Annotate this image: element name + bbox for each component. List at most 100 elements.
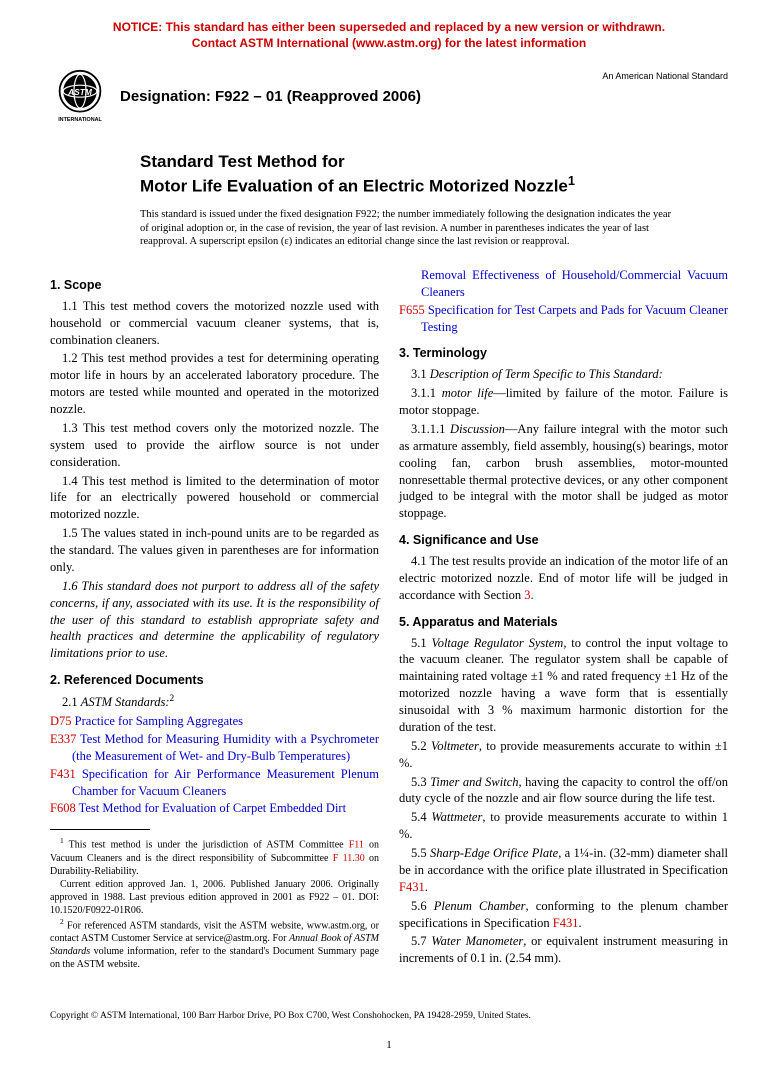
fn1-committee[interactable]: F11 bbox=[349, 840, 364, 851]
footnote-1: 1 This test method is under the jurisdic… bbox=[50, 836, 379, 877]
header-row: ASTM INTERNATIONAL Designation: F922 – 0… bbox=[50, 66, 728, 126]
right-column: Removal Effectiveness of Household/Comme… bbox=[399, 267, 728, 971]
ref-title: Specification for Air Performance Measur… bbox=[72, 767, 379, 798]
para-2-1-num: 2.1 bbox=[62, 695, 81, 709]
p56d[interactable]: F431 bbox=[553, 916, 579, 930]
p53b: Timer and Switch bbox=[430, 775, 518, 789]
p55d[interactable]: F431 bbox=[399, 880, 425, 894]
standard-title: Standard Test Method for Motor Life Eval… bbox=[140, 151, 680, 198]
fn1-subcommittee[interactable]: F 11.30 bbox=[333, 853, 365, 864]
ref-code: F655 bbox=[399, 303, 425, 317]
para-5-7: 5.7 Water Manometer, or equivalent instr… bbox=[399, 933, 728, 967]
p55e: . bbox=[425, 880, 428, 894]
ref-title: Removal Effectiveness of Household/Comme… bbox=[421, 268, 728, 299]
para-5-2: 5.2 Voltmeter, to provide measurements a… bbox=[399, 738, 728, 772]
p31a: 3.1 bbox=[411, 367, 430, 381]
ref-d75[interactable]: D75 Practice for Sampling Aggregates bbox=[50, 713, 379, 730]
section-3-heading: 3. Terminology bbox=[399, 345, 728, 362]
p3111c: —Any failure integral with the motor suc… bbox=[399, 422, 728, 520]
para-3-1: 3.1 Description of Term Specific to This… bbox=[399, 366, 728, 383]
ref-code: D75 bbox=[50, 714, 72, 728]
ref-code: E337 bbox=[50, 732, 76, 746]
title-line1: Standard Test Method for bbox=[140, 152, 345, 171]
p56a: 5.6 bbox=[411, 899, 434, 913]
ref-title: Practice for Sampling Aggregates bbox=[75, 714, 243, 728]
p51c: , to control the input voltage to the va… bbox=[399, 636, 728, 734]
ref-e337[interactable]: E337 Test Method for Measuring Humidity … bbox=[50, 731, 379, 765]
copyright-line: Copyright © ASTM International, 100 Barr… bbox=[50, 1011, 728, 1021]
para-4-1: 4.1 The test results provide an indicati… bbox=[399, 553, 728, 604]
ref-title: Specification for Test Carpets and Pads … bbox=[421, 303, 728, 334]
notice-line1: NOTICE: This standard has either been su… bbox=[113, 20, 665, 34]
para-3-1-1: 3.1.1 motor life—limited by failure of t… bbox=[399, 385, 728, 419]
section-1-heading: 1. Scope bbox=[50, 277, 379, 294]
american-national-standard: An American National Standard bbox=[602, 71, 728, 81]
two-column-body: 1. Scope 1.1 This test method covers the… bbox=[50, 267, 728, 971]
page: NOTICE: This standard has either been su… bbox=[0, 0, 778, 1081]
p41c: . bbox=[531, 588, 534, 602]
p31b: Description of Term Specific to This Sta… bbox=[430, 367, 663, 381]
para-3-1-1-1: 3.1.1.1 Discussion—Any failure integral … bbox=[399, 421, 728, 522]
para-1-2: 1.2 This test method provides a test for… bbox=[50, 350, 379, 418]
notice-line2: Contact ASTM International (www.astm.org… bbox=[192, 36, 586, 50]
p54a: 5.4 bbox=[411, 810, 431, 824]
p57b: Water Manometer bbox=[431, 934, 523, 948]
ref-f655[interactable]: F655 Specification for Test Carpets and … bbox=[399, 302, 728, 336]
notice-banner: NOTICE: This standard has either been su… bbox=[50, 20, 728, 51]
p51a: 5.1 bbox=[411, 636, 431, 650]
fn2-d: volume information, refer to the standar… bbox=[50, 946, 379, 970]
p52a: 5.2 bbox=[411, 739, 431, 753]
ref-title: Test Method for Measuring Humidity with … bbox=[72, 732, 379, 763]
svg-text:INTERNATIONAL: INTERNATIONAL bbox=[58, 117, 102, 123]
footnote-2: 2 For referenced ASTM standards, visit t… bbox=[50, 917, 379, 971]
section-5-heading: 5. Apparatus and Materials bbox=[399, 614, 728, 631]
para-2-1: 2.1 ASTM Standards:2 bbox=[50, 693, 379, 711]
fn1-b: This test method is under the jurisdicti… bbox=[64, 840, 349, 851]
para-5-1: 5.1 Voltage Regulator System, to control… bbox=[399, 635, 728, 736]
p51b: Voltage Regulator System bbox=[431, 636, 563, 650]
p311b: motor life bbox=[442, 386, 494, 400]
ref-code: F431 bbox=[50, 767, 76, 781]
para-1-6: 1.6 This standard does not purport to ad… bbox=[50, 578, 379, 662]
p55b: Sharp-Edge Orifice Plate bbox=[430, 846, 558, 860]
logo-block: ASTM INTERNATIONAL Designation: F922 – 0… bbox=[50, 66, 421, 126]
para-1-4: 1.4 This test method is limited to the d… bbox=[50, 473, 379, 524]
para-5-6: 5.6 Plenum Chamber, conforming to the pl… bbox=[399, 898, 728, 932]
svg-text:ASTM: ASTM bbox=[67, 87, 93, 97]
p55a: 5.5 bbox=[411, 846, 430, 860]
p56e: . bbox=[578, 916, 581, 930]
ref-f608-cont[interactable]: Removal Effectiveness of Household/Comme… bbox=[399, 267, 728, 301]
p54b: Wattmeter bbox=[431, 810, 482, 824]
designation-text: Designation: F922 – 01 (Reapproved 2006) bbox=[120, 88, 421, 105]
ref-f608[interactable]: F608 Test Method for Evaluation of Carpe… bbox=[50, 800, 379, 817]
p3111a: 3.1.1.1 bbox=[411, 422, 450, 436]
ref-title: Test Method for Evaluation of Carpet Emb… bbox=[79, 801, 346, 815]
para-2-1-label: ASTM Standards: bbox=[81, 695, 170, 709]
section-4-heading: 4. Significance and Use bbox=[399, 532, 728, 549]
issuance-note: This standard is issued under the fixed … bbox=[140, 208, 680, 249]
title-line2: Motor Life Evaluation of an Electric Mot… bbox=[140, 177, 568, 196]
p57a: 5.7 bbox=[411, 934, 431, 948]
para-1-5: 1.5 The values stated in inch-pound unit… bbox=[50, 525, 379, 576]
p56b: Plenum Chamber bbox=[434, 899, 526, 913]
astm-logo-icon: ASTM INTERNATIONAL bbox=[50, 66, 110, 126]
p3111b: Discussion bbox=[450, 422, 505, 436]
para-5-3: 5.3 Timer and Switch, having the capacit… bbox=[399, 774, 728, 808]
title-footnote-ref: 1 bbox=[568, 173, 575, 188]
left-column: 1. Scope 1.1 This test method covers the… bbox=[50, 267, 379, 971]
footnote-2-ref: 2 bbox=[170, 694, 175, 704]
footnote-separator bbox=[50, 829, 150, 830]
ref-f431[interactable]: F431 Specification for Air Performance M… bbox=[50, 766, 379, 800]
footnote-1-edition: Current edition approved Jan. 1, 2006. P… bbox=[50, 878, 379, 917]
para-5-5: 5.5 Sharp-Edge Orifice Plate, a 1¼-in. (… bbox=[399, 845, 728, 896]
p41a: 4.1 The test results provide an indicati… bbox=[399, 554, 728, 602]
ref-code: F608 bbox=[50, 801, 76, 815]
para-1-1: 1.1 This test method covers the motorize… bbox=[50, 298, 379, 349]
p52b: Voltmeter bbox=[431, 739, 479, 753]
title-block: Standard Test Method for Motor Life Eval… bbox=[140, 151, 680, 198]
para-1-3: 1.3 This test method covers only the mot… bbox=[50, 420, 379, 471]
section-2-heading: 2. Referenced Documents bbox=[50, 672, 379, 689]
p53a: 5.3 bbox=[411, 775, 430, 789]
para-5-4: 5.4 Wattmeter, to provide measurements a… bbox=[399, 809, 728, 843]
p311a: 3.1.1 bbox=[411, 386, 442, 400]
